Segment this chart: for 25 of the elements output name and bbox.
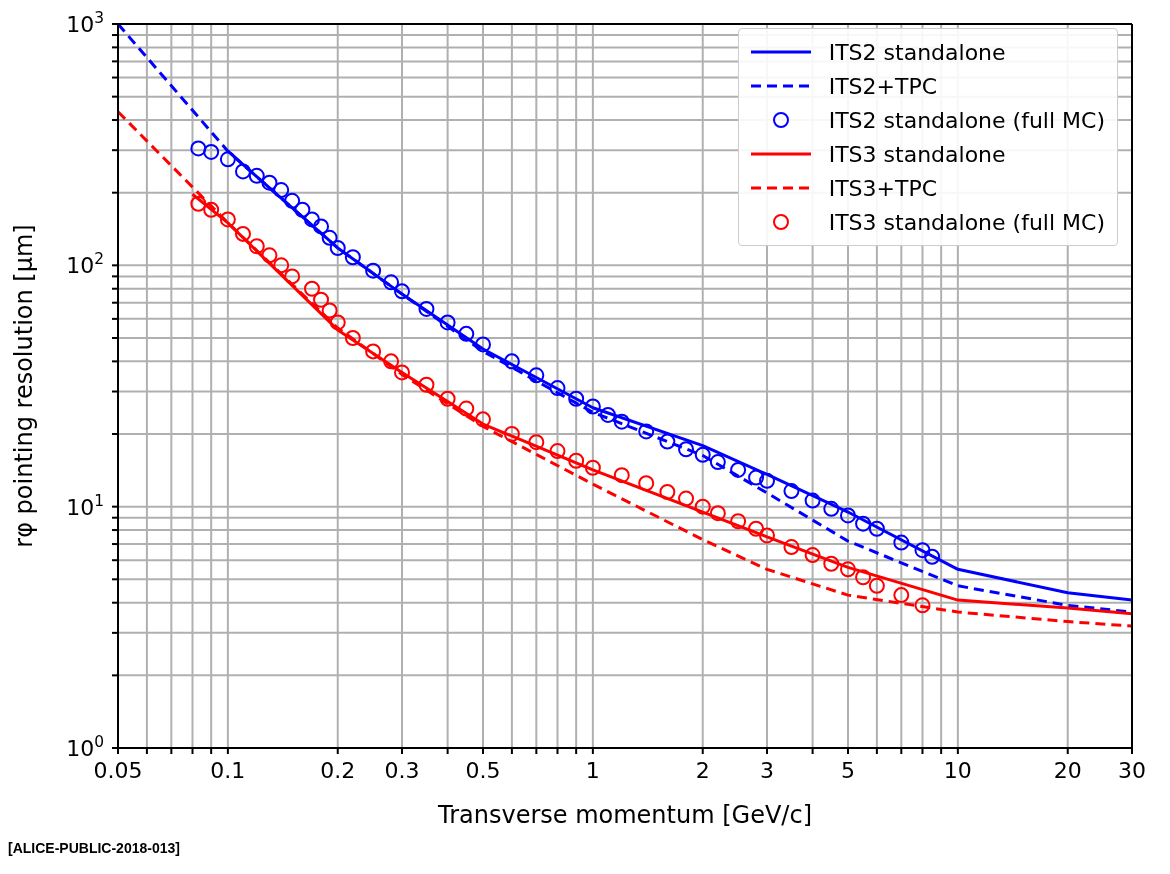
legend-label: ITS3+TPC — [828, 175, 938, 201]
x-tick-label: 0.3 — [384, 758, 420, 783]
x-tick-label: 30 — [1118, 758, 1146, 783]
legend-label: ITS2 standalone — [828, 39, 1006, 65]
x-tick-label: 0.2 — [320, 758, 356, 783]
y-tick-label: 10$^{2}$ — [66, 250, 104, 279]
y-tick-label: 10$^{3}$ — [66, 9, 104, 37]
x-tick-label: 1 — [585, 758, 600, 783]
x-tick-label: 3 — [760, 758, 775, 783]
x-tick-label: 0.1 — [210, 758, 246, 783]
y-tick-label: 10$^{0}$ — [66, 733, 104, 761]
x-tick-label: 20 — [1053, 758, 1082, 783]
y-axis-title: rφ pointing resolution [μm] — [9, 224, 38, 548]
y-tick-label: 10$^{1}$ — [66, 491, 104, 520]
legend-label: ITS3 standalone (full MC) — [828, 209, 1105, 235]
x-tick-label: 5 — [840, 758, 855, 783]
legend-label: ITS3 standalone — [828, 141, 1006, 167]
x-axis-title: Transverse momentum [GeV/c] — [437, 801, 812, 829]
x-tick-label: 2 — [695, 758, 710, 783]
x-tick-label: 10 — [943, 758, 972, 783]
legend-label: ITS2+TPC — [828, 73, 938, 99]
text: [ALICE-PUBLIC-2018-013] — [8, 840, 181, 856]
x-tick-label: 0.05 — [93, 758, 143, 783]
x-tick-label: 0.5 — [465, 758, 501, 783]
legend-label: ITS2 standalone (full MC) — [828, 107, 1105, 133]
